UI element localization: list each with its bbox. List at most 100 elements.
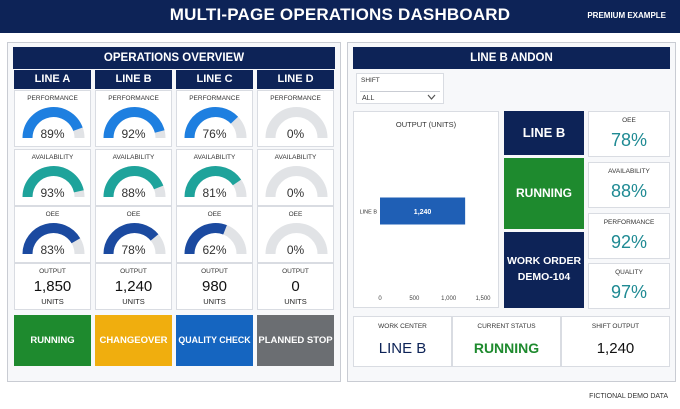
kpi-availability: AVAILABILITY 88% [588,162,670,208]
oee-gauge [22,223,85,255]
andon-status: RUNNING [504,158,584,229]
shift-output-label: SHIFT OUTPUT [591,323,640,330]
output-label: OUTPUT [201,268,228,275]
oee-gauge-card: OEE 83% [14,206,91,263]
oee-value: 83% [40,243,65,257]
line-status-tile: QUALITY CHECK [176,315,253,366]
performance-value: 76% [202,127,227,141]
output-value: 0 [291,278,300,295]
current-status-label: CURRENT STATUS [477,323,536,330]
shift-output-card: SHIFT OUTPUT 1,240 [561,316,670,367]
availability-value: 81% [202,186,227,200]
andon-title: LINE B ANDON [353,47,670,69]
shift-dropdown[interactable]: ALL [356,73,444,104]
work-center-value: LINE B [378,340,427,357]
kpi-oee: OEE 78% [588,111,670,157]
output-card: OUTPUT 0 UNITS [257,263,334,310]
line-header: LINE B [95,70,172,89]
performance-gauge [103,107,166,139]
gauge-fill [184,107,239,139]
oee-gauge [184,223,247,255]
gauge-fill [184,166,242,198]
performance-label: PERFORMANCE [27,95,78,102]
kpi-value: 92% [610,232,648,252]
oee-label: OEE [45,211,60,218]
gauge-fill [103,223,159,255]
gauge-fill [184,223,227,255]
work-center-card: WORK CENTER LINE B [353,316,452,367]
output-label: OUTPUT [282,268,309,275]
line-column-line-c: LINE C PERFORMANCE 76% AVAILABILITY 81% OEE 62… [176,70,253,370]
x-tick-label: 1,500 [475,296,491,302]
availability-label: AVAILABILITY [193,154,236,161]
shift-output-value: 1,240 [596,340,635,357]
output-chart: OUTPUT (UNITS) 1,240 LINE B 0 500 1,000 1,500 [353,111,499,308]
output-value: 1,240 [114,278,153,295]
current-status-card: CURRENT STATUS RUNNING [452,316,561,367]
line-column-line-b: LINE B PERFORMANCE 92% AVAILABILITY 88% OEE 78… [95,70,172,370]
line-column-line-d: LINE D PERFORMANCE 0% AVAILABILITY 0% OEE 0% OU… [257,70,334,370]
output-unit: UNITS [41,297,64,306]
gauge-fill [103,107,165,139]
gauge-fill [22,223,81,255]
oee-value: 62% [202,243,227,257]
category-label: LINE B [360,210,378,216]
performance-gauge [184,107,247,139]
output-label: OUTPUT [120,268,147,275]
work-order-id: DEMO-104 [517,271,571,283]
output-card: OUTPUT 1,240 UNITS [95,263,172,310]
performance-gauge-card: PERFORMANCE 92% [95,90,172,147]
output-card: OUTPUT 980 UNITS [176,263,253,310]
output-value: 980 [201,278,228,295]
gauge-track [265,107,328,139]
kpi-value: 78% [610,130,648,150]
line-column-line-a: LINE A PERFORMANCE 89% AVAILABILITY 93% OEE 83… [14,70,91,370]
line-header: LINE D [257,70,334,89]
performance-label: PERFORMANCE [108,95,159,102]
gauge-track [265,223,328,255]
x-tick-label: 0 [378,296,382,302]
oee-gauge [265,223,328,255]
kpi-performance: PERFORMANCE 92% [588,213,670,259]
shift-divider [360,91,440,92]
availability-label: AVAILABILITY [31,154,74,161]
performance-value: 92% [121,127,146,141]
performance-gauge [22,107,85,139]
x-tick-label: 1,000 [441,296,457,302]
oee-value: 0% [286,243,305,257]
output-unit: UNITS [122,297,145,306]
performance-label: PERFORMANCE [189,95,240,102]
kpi-value: 97% [610,282,648,302]
availability-gauge-card: AVAILABILITY 93% [14,149,91,206]
andon-line-name: LINE B [504,111,584,155]
title-bar: MULTI-PAGE OPERATIONS DASHBOARD PREMIUM … [0,0,680,33]
footer-note: FICTIONAL DEMO DATA [589,393,668,400]
availability-value: 88% [121,186,146,200]
availability-value: 93% [40,186,65,200]
oee-gauge-card: OEE 62% [176,206,253,263]
oee-label: OEE [288,211,303,218]
current-status-value: RUNNING [473,340,540,356]
performance-gauge-card: PERFORMANCE 89% [14,90,91,147]
gauge-fill [22,166,84,198]
kpi-label: OEE [622,117,636,124]
availability-value: 0% [286,186,305,200]
performance-value: 89% [40,127,65,141]
oee-label: OEE [126,211,141,218]
performance-gauge-card: PERFORMANCE 0% [257,90,334,147]
kpi-quality: QUALITY 97% [588,263,670,309]
output-card: OUTPUT 1,850 UNITS [14,263,91,310]
availability-label: AVAILABILITY [112,154,155,161]
availability-label: AVAILABILITY [274,154,317,161]
output-unit: UNITS [284,297,307,306]
andon-status-text: RUNNING [516,186,572,200]
availability-gauge-card: AVAILABILITY 0% [257,149,334,206]
gauge-fill [22,107,83,139]
work-center-label: WORK CENTER [378,323,427,330]
bar-line-b [380,197,466,225]
availability-gauge [22,166,85,198]
oee-gauge-card: OEE 78% [95,206,172,263]
output-value: 1,850 [33,278,72,295]
bar-data-label: 1,240 [414,209,432,216]
kpi-label: AVAILABILITY [608,168,650,175]
